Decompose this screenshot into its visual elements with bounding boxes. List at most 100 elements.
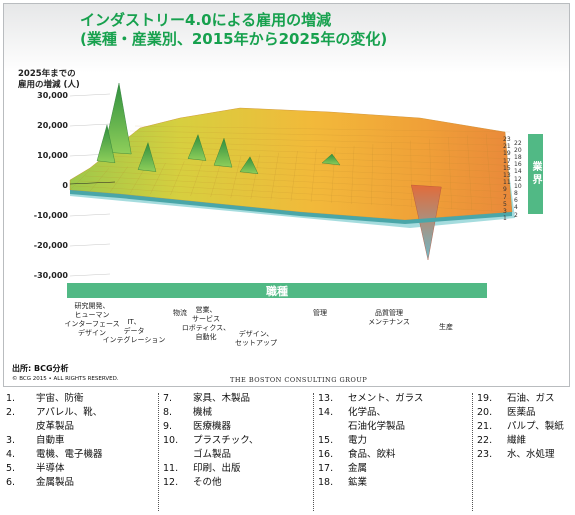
legend-item-number: 21.	[477, 421, 493, 432]
legend-item-number: 22.	[477, 435, 493, 446]
mesh-line	[351, 145, 355, 205]
legend-item: 13. セメント、ガラス	[318, 392, 423, 406]
peak-mark	[239, 156, 259, 175]
legend-item-number: 2.	[6, 407, 16, 418]
chart-title: インダストリー4.0による雇用の増減 (業種・産業別、2015年から2025年の…	[80, 11, 387, 49]
industry-tick-label: 15	[503, 164, 511, 172]
industry-tick-label: 8	[514, 190, 518, 197]
legend-item-label: 化学品、	[348, 407, 387, 418]
legend-item-number: 11.	[163, 463, 179, 474]
legend-item-label: 電力	[348, 435, 368, 446]
legend-item: 5. 半導体	[6, 462, 103, 476]
occupation-label: 営業、 サービス ロボティクス、 自動化	[181, 306, 231, 341]
mesh-line	[124, 135, 511, 146]
occupation-label: 品質管理 メンテナンス	[368, 309, 410, 326]
surface-peaks	[96, 82, 442, 261]
legend-item-label: 石油、ガス	[507, 393, 555, 404]
y-tick-label: -10,000	[33, 211, 68, 220]
legend-divider	[158, 393, 159, 511]
industry-tick-label: 7	[503, 193, 507, 201]
industry-tick-label: 11	[503, 179, 511, 187]
legend-item-number: 23.	[477, 449, 493, 460]
legend-item-number: 3.	[6, 435, 16, 446]
legend-item-label-cont: 石油化学製品	[348, 421, 406, 432]
legend-column: 1. 宇宙、防衛 2. アパレル、靴、 皮革製品 3. 自動車 4. 電機、電子機器 5. 半導体 6…	[6, 392, 103, 490]
y-gridline	[69, 213, 111, 217]
legend-item-label-cont: 皮革製品	[36, 421, 75, 432]
occupation-label: 生産	[439, 323, 453, 331]
legend-divider	[313, 393, 314, 511]
legend-item-number: 9.	[163, 421, 173, 432]
occupation-axis-band: 職種	[67, 283, 487, 298]
y-gridline	[69, 243, 111, 247]
y-tick-label: 0	[62, 181, 68, 190]
legend-item-label: 食品、飲料	[348, 449, 396, 460]
mesh-line	[94, 165, 511, 186]
occupation-label: 物流	[173, 309, 187, 317]
industry-tick-label: 6	[514, 197, 518, 205]
mesh-line	[290, 150, 298, 202]
legend-item-label: 電機、電子機器	[36, 449, 103, 460]
industry-tick-label: 14	[514, 168, 522, 176]
industry-tick-label: 13	[503, 172, 511, 179]
mesh-line	[467, 135, 472, 211]
legend-item-label: 印刷、出版	[193, 463, 241, 474]
legend-item-number: 20.	[477, 407, 493, 418]
legend-item-number: 17.	[318, 463, 334, 474]
legend-item-label: パルプ、製紙	[507, 421, 564, 432]
mesh-line	[104, 155, 511, 173]
legend-column: 19. 石油、ガス 20. 医薬品 21. パルプ、製紙 22. 繊維 23. 水、水処理	[477, 392, 564, 462]
peak-mark	[137, 141, 157, 172]
legend-column: 7. 家具、木製品 8. 機械 9. 医療機器 10. プラスチック、 ゴム製品 11. 印刷、出版…	[163, 392, 258, 490]
legend-item-label: 医薬品	[507, 407, 536, 418]
occupation-label: IT、 データ インテグレーション	[102, 318, 166, 344]
legend-item-label: 金属	[348, 463, 368, 474]
mesh-line	[119, 140, 511, 153]
legend-item-label: 機械	[193, 407, 213, 418]
industry-tick-label: 5	[503, 200, 507, 208]
legend-divider	[472, 393, 473, 511]
mesh-line	[134, 125, 511, 133]
mesh-line	[99, 160, 511, 179]
legend-item-number: 13.	[318, 393, 334, 404]
legend-item-label: その他	[193, 477, 222, 488]
surface-body	[69, 107, 513, 221]
legend-item-label: 鉱業	[348, 477, 368, 488]
mesh-line	[170, 161, 185, 196]
legend-item-label: 半導体	[36, 463, 65, 474]
industry-tick-label: 12	[514, 175, 522, 183]
y-tick-label: -30,000	[33, 271, 68, 280]
peak-mark	[213, 137, 233, 168]
mesh-line	[114, 145, 511, 159]
industry-tick-label: 3	[503, 208, 507, 215]
y-axis-title-line2: 雇用の増減 (人)	[18, 80, 80, 90]
peak-mark	[103, 82, 132, 155]
legend-item: 7. 家具、木製品	[163, 392, 258, 406]
y-tick-label: 30,000	[37, 91, 68, 100]
mesh-line	[190, 159, 204, 197]
legend-item: 23. 水、水処理	[477, 448, 564, 462]
industry-tick-label: 19	[503, 150, 511, 158]
peak-mark	[187, 134, 207, 161]
industry-tick-label: 21	[503, 143, 511, 151]
legend-item-number: 1.	[6, 393, 16, 404]
surface-mesh	[69, 125, 513, 213]
mesh-line	[129, 130, 511, 139]
occupation-label: 研究開発、 ヒューマン インターフェース デザイン	[64, 302, 120, 337]
legend-item: 22. 繊維	[477, 434, 564, 448]
mesh-line	[69, 169, 91, 191]
legend-item-number: 15.	[318, 435, 334, 446]
industry-axis-band: 業界	[528, 134, 543, 214]
legend-item-label: 金属製品	[36, 477, 75, 488]
legend-item-label: 宇宙、防衛	[36, 393, 84, 404]
mesh-line	[448, 137, 452, 210]
zero-line	[69, 181, 116, 185]
chart-title-line2: (業種・産業別、2015年から2025年の変化)	[80, 30, 388, 48]
mesh-line	[410, 140, 412, 208]
y-tick-label: 20,000	[37, 121, 68, 130]
chart-title-line1: インダストリー4.0による雇用の増減	[80, 11, 332, 29]
legend-item-number: 5.	[6, 463, 16, 474]
legend-item: 20. 医薬品	[477, 406, 564, 420]
legend-item-number: 10.	[163, 435, 179, 446]
legend-item-label: 自動車	[36, 435, 65, 446]
